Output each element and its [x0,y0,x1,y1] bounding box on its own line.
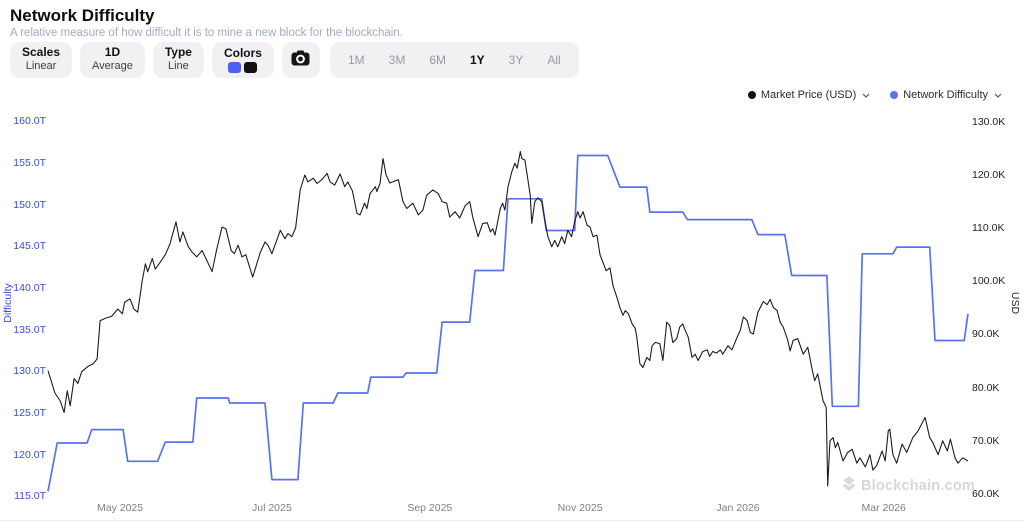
legend-dot [747,91,756,99]
watermark-text: Blockchain.com [861,477,975,494]
legend-item-market-price[interactable]: Market Price (USD) [747,89,870,101]
scales-button[interactable]: Scales Linear [10,42,73,78]
price-color-swatch [244,61,258,73]
scales-label: Scales [22,45,61,59]
legend-item-network-difficulty[interactable]: Network Difficulty [890,89,1002,101]
left-axis-tick: 125.0T [13,406,46,419]
left-axis-tick: 135.0T [13,323,46,336]
legend-label: Network Difficulty [903,89,988,101]
color-swatches [224,61,262,73]
interval-button[interactable]: 1D Average [80,42,145,78]
market-price-line [47,151,969,487]
interval-label: 1D [104,45,121,59]
difficulty-color-swatch [228,61,242,73]
range-button-1y[interactable]: 1Y [458,45,497,75]
time-range-selector: 1M 3M 6M 1Y 3Y All [329,42,579,78]
range-button-3y[interactable]: 3Y [497,45,536,75]
left-axis-tick: 115.0T [14,490,46,503]
chart-type-label: Type [164,45,192,59]
right-axis-tick: 70.0K [972,434,1000,447]
chart-legend: Market Price (USD) Network Difficulty [747,89,1002,101]
watermark: Blockchain.com [842,476,975,495]
x-axis-tick: May 2025 [97,502,144,514]
range-button-all[interactable]: All [535,45,572,75]
interval-value: Average [92,60,133,72]
chart-toolbar: Scales Linear 1D Average Type Line Color… [10,42,579,78]
right-axis-tick: 130.0K [972,115,1006,128]
bottom-divider [0,520,1024,521]
left-axis-title: Difficulty [2,283,14,323]
left-axis-tick: 150.0T [13,198,46,211]
left-axis-tick: 120.0T [13,448,46,461]
legend-dot [890,91,899,99]
left-axis-tick: 145.0T [13,240,46,253]
left-axis-tick: 155.0T [13,156,46,169]
range-button-1m[interactable]: 1M [336,45,377,75]
left-axis-tick: 140.0T [13,281,46,294]
page-title: Network Difficulty [10,6,155,25]
x-axis-tick: Jul 2025 [252,502,292,514]
colors-button[interactable]: Colors [211,42,274,78]
colors-label: Colors [223,45,262,60]
chevron-down-icon [994,93,1002,98]
right-axis-tick: 100.0K [972,275,1006,288]
range-button-6m[interactable]: 6M [417,45,458,75]
x-axis-tick: Jan 2026 [716,502,760,514]
scales-value: Linear [25,60,57,72]
left-axis-tick: 130.0T [13,365,46,378]
screenshot-button[interactable] [281,42,320,78]
range-button-3m[interactable]: 3M [377,45,418,75]
page-subtitle: A relative measure of how difficult it i… [10,27,403,39]
right-axis-tick: 90.0K [972,328,1000,341]
right-axis-title: USD [1009,291,1021,315]
right-axis-tick: 120.0K [972,168,1006,181]
x-axis-tick: Mar 2026 [861,502,906,514]
difficulty-line [47,154,969,492]
right-axis-tick: 60.0K [972,488,1000,500]
right-axis-tick: 110.0K [972,222,1005,235]
x-axis-tick: Sep 2025 [407,502,453,514]
blockchain-logo-icon [842,476,856,495]
chart-type-button[interactable]: Type Line [152,42,204,78]
camera-icon [291,50,310,69]
chevron-down-icon [862,93,870,98]
left-axis-tick: 160.0T [13,115,46,128]
x-axis-tick: Nov 2025 [557,502,603,514]
right-axis-tick: 80.0K [972,381,1000,394]
chart-type-value: Line [167,60,189,72]
legend-label: Market Price (USD) [760,89,857,101]
